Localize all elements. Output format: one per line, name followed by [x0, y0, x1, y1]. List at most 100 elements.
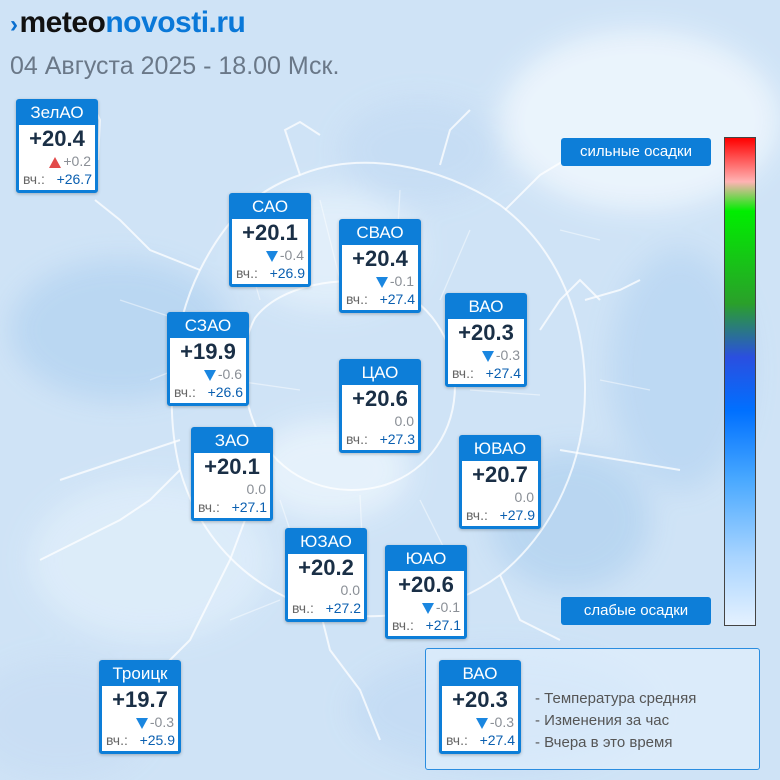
- heavy-precip-label: сильные осадки: [561, 138, 711, 166]
- legend-sample-card: ВАО +20.3 -0.3 вч.: +27.4: [439, 660, 521, 754]
- yesterday-value: +26.6: [207, 384, 243, 400]
- yesterday-value: +27.4: [485, 365, 521, 381]
- logo-chevron-icon: ›: [10, 11, 18, 38]
- hour-change: -0.3: [448, 347, 524, 364]
- light-precip-label: слабые осадки: [561, 597, 711, 625]
- district-card: Троицк +19.7 -0.3 вч.: +25.9: [99, 660, 181, 754]
- yesterday-value: +27.4: [379, 291, 415, 307]
- yesterday-temp: вч.: +26.7: [19, 170, 95, 190]
- site-logo[interactable]: ›meteonovosti.ru: [10, 6, 246, 40]
- district-name: СВАО: [341, 221, 419, 245]
- district-name: ЮЗАО: [287, 530, 365, 554]
- trend-down-icon: [203, 369, 216, 381]
- hour-change-value: -0.3: [149, 714, 174, 730]
- legend-line-avg-temp: - Температура средняя: [535, 690, 697, 707]
- hour-change: -0.3: [442, 714, 518, 731]
- yesterday-label: вч.:: [466, 507, 488, 523]
- district-name: ВАО: [441, 662, 519, 686]
- yesterday-temp: вч.: +26.9: [232, 264, 308, 284]
- trend-down-icon: [481, 350, 494, 362]
- trend-up-icon: [49, 156, 62, 168]
- forecast-datetime: 04 Августа 2025 - 18.00 Мск.: [10, 52, 340, 80]
- district-name: САО: [231, 195, 309, 219]
- hour-change-value: +0.2: [63, 153, 91, 169]
- yesterday-temp: вч.: +27.2: [288, 599, 364, 619]
- avg-temperature: +20.1: [204, 454, 260, 479]
- yesterday-value: +27.3: [379, 431, 415, 447]
- hour-change: -0.6: [170, 366, 246, 383]
- yesterday-label: вч.:: [174, 384, 196, 400]
- district-card: ЗелАО +20.4 +0.2 вч.: +26.7: [16, 99, 98, 193]
- yesterday-label: вч.:: [198, 499, 220, 515]
- trend-down-icon: [475, 717, 488, 729]
- legend-line-hour-change: - Изменения за час: [535, 712, 670, 729]
- avg-temperature: +20.7: [472, 462, 528, 487]
- district-name: ВАО: [447, 295, 525, 319]
- logo-word-meteo: meteo: [19, 6, 106, 39]
- yesterday-value: +27.1: [425, 617, 461, 633]
- avg-temperature: +20.3: [452, 687, 508, 712]
- yesterday-label: вч.:: [236, 265, 258, 281]
- district-name: ЗАО: [193, 429, 271, 453]
- hour-change: 0.0: [462, 489, 538, 506]
- avg-temperature: +19.7: [112, 687, 168, 712]
- hour-change: -0.4: [232, 247, 308, 264]
- avg-temperature: +20.3: [458, 320, 514, 345]
- hour-change: 0.0: [194, 481, 270, 498]
- district-card: ЗАО +20.1 0.0 вч.: +27.1: [191, 427, 273, 521]
- trend-down-icon: [265, 250, 278, 262]
- hour-change-value: 0.0: [514, 489, 534, 505]
- district-card: ЮВАО +20.7 0.0 вч.: +27.9: [459, 435, 541, 529]
- yesterday-value: +26.7: [56, 171, 92, 187]
- yesterday-value: +27.1: [231, 499, 267, 515]
- avg-temperature: +20.4: [29, 126, 85, 151]
- trend-down-icon: [421, 602, 434, 614]
- hour-change: -0.3: [102, 714, 178, 731]
- hour-change: +0.2: [19, 153, 95, 170]
- yesterday-temp: вч.: +27.4: [442, 731, 518, 751]
- avg-temperature: +20.4: [352, 246, 408, 271]
- district-card: САО +20.1 -0.4 вч.: +26.9: [229, 193, 311, 287]
- precip-intensity-scale: [724, 137, 756, 626]
- trend-down-icon: [135, 717, 148, 729]
- legend-line-yesterday: - Вчера в это время: [535, 734, 673, 751]
- district-name: ЮАО: [387, 547, 465, 571]
- yesterday-value: +26.9: [269, 265, 305, 281]
- yesterday-temp: вч.: +25.9: [102, 731, 178, 751]
- district-card: СВАО +20.4 -0.1 вч.: +27.4: [339, 219, 421, 313]
- hour-change: -0.1: [388, 599, 464, 616]
- avg-temperature: +20.1: [242, 220, 298, 245]
- yesterday-value: +27.2: [325, 600, 361, 616]
- avg-temperature: +20.2: [298, 555, 354, 580]
- yesterday-temp: вч.: +27.1: [194, 498, 270, 518]
- district-name: ЮВАО: [461, 437, 539, 461]
- logo-word-novosti: novosti.ru: [105, 6, 246, 39]
- hour-change: 0.0: [342, 413, 418, 430]
- yesterday-temp: вч.: +26.6: [170, 383, 246, 403]
- yesterday-temp: вч.: +27.4: [448, 364, 524, 384]
- hour-change-value: 0.0: [394, 413, 414, 429]
- hour-change: -0.1: [342, 273, 418, 290]
- hour-change-value: 0.0: [340, 582, 360, 598]
- hour-change-value: 0.0: [246, 481, 266, 497]
- district-name: ЗелАО: [18, 101, 96, 125]
- yesterday-label: вч.:: [446, 732, 468, 748]
- district-name: ЦАО: [341, 361, 419, 385]
- avg-temperature: +19.9: [180, 339, 236, 364]
- yesterday-value: +27.9: [499, 507, 535, 523]
- hour-change-value: -0.3: [489, 714, 514, 730]
- district-name: Троицк: [101, 662, 179, 686]
- yesterday-label: вч.:: [346, 291, 368, 307]
- hour-change-value: -0.6: [217, 366, 242, 382]
- district-card: ВАО +20.3 -0.3 вч.: +27.4: [445, 293, 527, 387]
- yesterday-label: вч.:: [346, 431, 368, 447]
- district-card: СЗАО +19.9 -0.6 вч.: +26.6: [167, 312, 249, 406]
- hour-change-value: -0.3: [495, 347, 520, 363]
- yesterday-label: вч.:: [106, 732, 128, 748]
- avg-temperature: +20.6: [398, 572, 454, 597]
- district-card: ЮАО +20.6 -0.1 вч.: +27.1: [385, 545, 467, 639]
- avg-temperature: +20.6: [352, 386, 408, 411]
- yesterday-value: +25.9: [139, 732, 175, 748]
- yesterday-label: вч.:: [452, 365, 474, 381]
